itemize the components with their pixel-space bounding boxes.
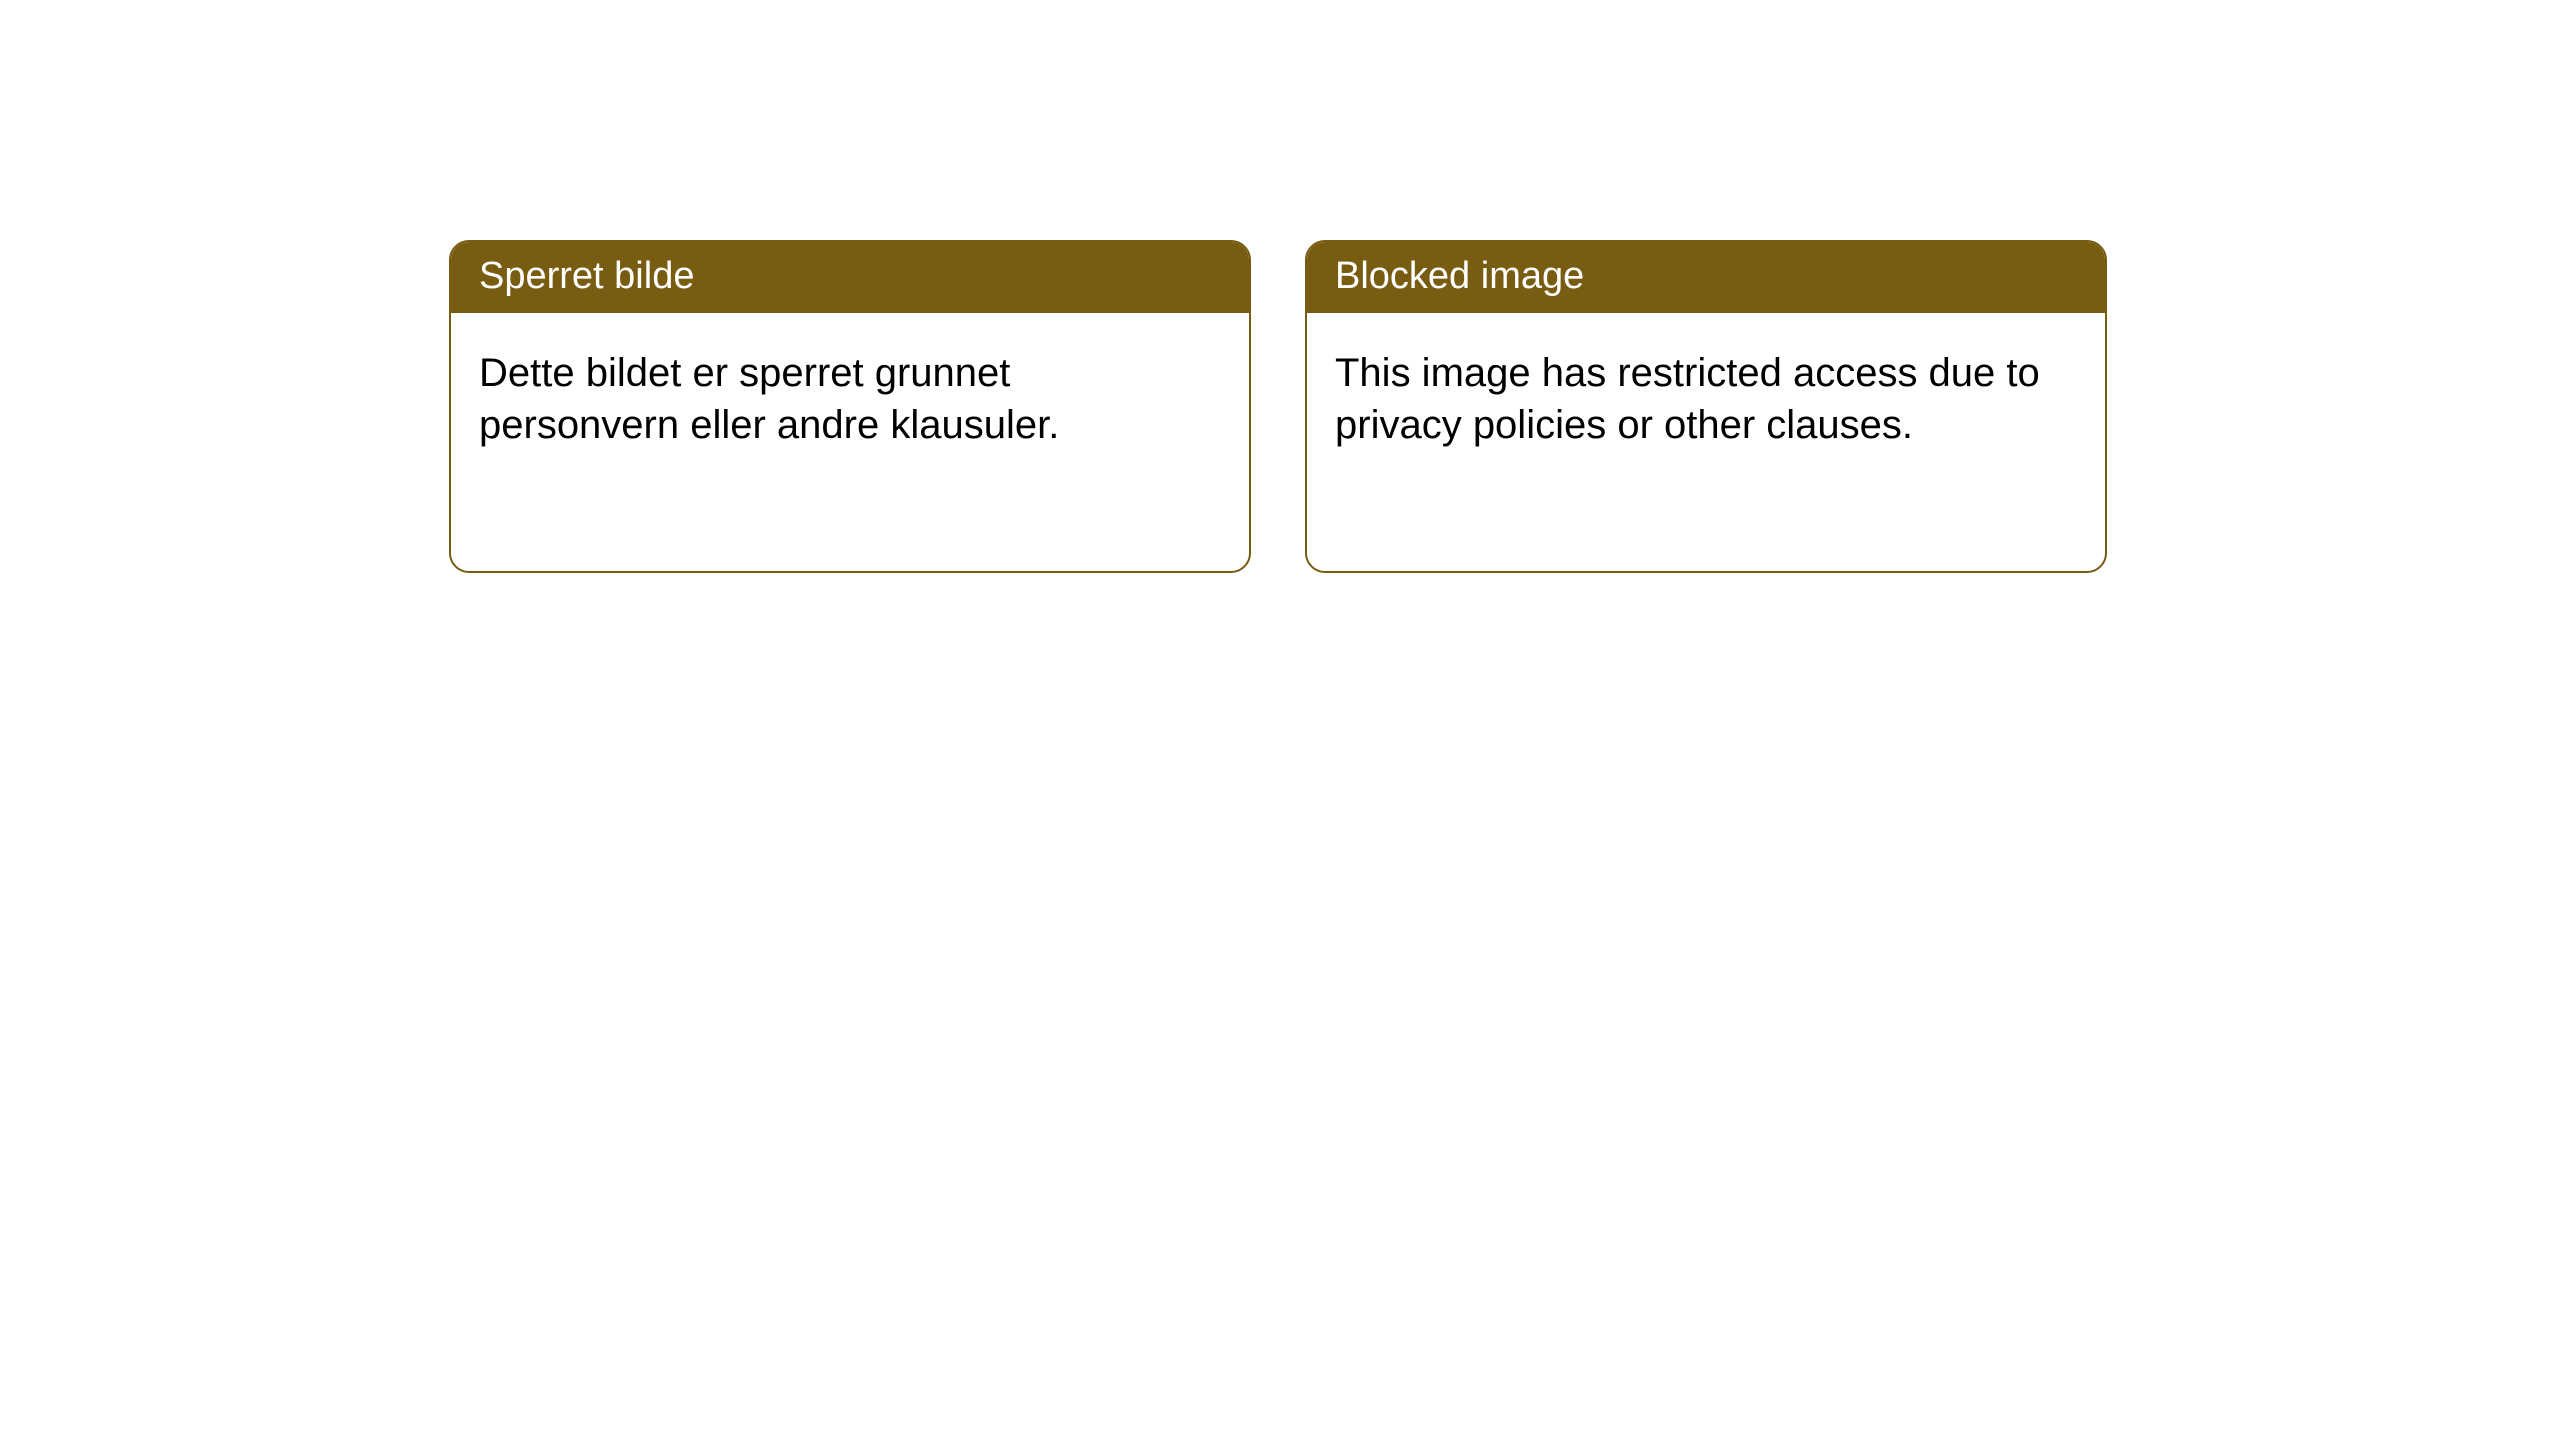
card-body-text: This image has restricted access due to …	[1335, 351, 2040, 447]
card-body-text: Dette bildet er sperret grunnet personve…	[479, 351, 1059, 447]
blocked-image-card-en: Blocked image This image has restricted …	[1305, 240, 2107, 573]
card-header: Blocked image	[1307, 242, 2105, 313]
blocked-image-card-no: Sperret bilde Dette bildet er sperret gr…	[449, 240, 1251, 573]
card-body: This image has restricted access due to …	[1307, 313, 2105, 485]
card-header: Sperret bilde	[451, 242, 1249, 313]
cards-container: Sperret bilde Dette bildet er sperret gr…	[0, 0, 2560, 573]
card-title: Sperret bilde	[479, 255, 694, 297]
card-title: Blocked image	[1335, 255, 1584, 297]
card-body: Dette bildet er sperret grunnet personve…	[451, 313, 1249, 485]
